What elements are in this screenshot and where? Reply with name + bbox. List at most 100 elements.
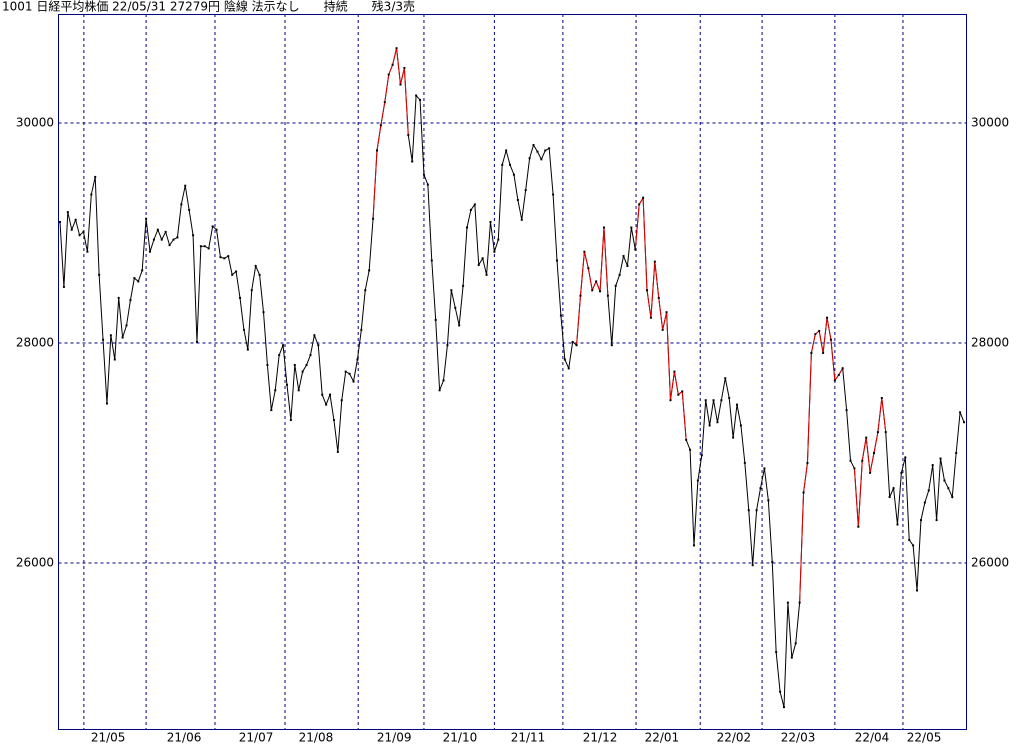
point xyxy=(528,157,531,160)
point xyxy=(415,94,418,97)
point xyxy=(239,296,242,299)
point xyxy=(771,560,774,563)
point xyxy=(125,324,128,327)
point xyxy=(352,380,355,383)
point xyxy=(325,403,328,406)
point xyxy=(732,436,735,439)
point xyxy=(927,489,930,492)
point xyxy=(372,217,375,220)
point xyxy=(168,244,171,247)
point xyxy=(493,250,496,253)
point xyxy=(505,149,508,152)
point xyxy=(739,424,742,427)
point xyxy=(642,196,645,199)
x-tick-label: 21/05 xyxy=(91,731,126,745)
point xyxy=(270,409,273,412)
point xyxy=(180,203,183,206)
point xyxy=(947,487,950,490)
point xyxy=(469,208,472,211)
point xyxy=(540,158,543,161)
point xyxy=(121,336,124,339)
y-tick-label: 26000 xyxy=(16,556,54,570)
point xyxy=(199,245,202,248)
point xyxy=(818,329,821,332)
x-tick-label: 21/11 xyxy=(511,731,546,745)
point xyxy=(963,421,965,424)
point xyxy=(876,431,879,434)
point xyxy=(458,324,461,327)
y-tick-label-right: 28000 xyxy=(971,336,1009,350)
point xyxy=(512,173,515,176)
point xyxy=(685,438,688,441)
point xyxy=(720,399,723,402)
point xyxy=(837,373,840,376)
point xyxy=(904,456,907,459)
point xyxy=(293,364,296,367)
point xyxy=(700,454,703,457)
point xyxy=(86,250,89,253)
point xyxy=(622,255,625,258)
x-tick-label: 21/07 xyxy=(239,731,274,745)
point xyxy=(465,226,468,229)
x-tick-label: 21/09 xyxy=(377,731,412,745)
point xyxy=(211,225,214,228)
point xyxy=(747,509,750,512)
plot-frame xyxy=(58,14,967,730)
point xyxy=(583,250,586,253)
point xyxy=(559,314,562,317)
point xyxy=(951,496,954,499)
point xyxy=(152,238,155,241)
point xyxy=(865,436,868,439)
point xyxy=(677,393,680,396)
point xyxy=(340,399,343,402)
point xyxy=(536,150,539,153)
point xyxy=(149,250,152,253)
point xyxy=(892,487,895,490)
point xyxy=(692,544,695,547)
point xyxy=(591,289,594,292)
point xyxy=(649,316,652,319)
point xyxy=(274,389,277,392)
point xyxy=(113,358,116,361)
point xyxy=(422,173,425,176)
point xyxy=(857,525,860,528)
point xyxy=(849,459,852,462)
point xyxy=(759,487,762,490)
point xyxy=(638,203,641,206)
y-tick-label: 30000 xyxy=(16,116,54,130)
point xyxy=(387,73,390,76)
point xyxy=(90,193,93,196)
point xyxy=(203,245,206,248)
point xyxy=(145,217,148,220)
point xyxy=(94,175,97,178)
point xyxy=(798,601,801,604)
point xyxy=(59,221,61,224)
point xyxy=(305,364,308,367)
point xyxy=(661,328,664,331)
point xyxy=(743,461,746,464)
point xyxy=(489,221,492,224)
point xyxy=(403,67,406,70)
x-tick-label: 22/01 xyxy=(645,731,680,745)
point xyxy=(450,289,453,292)
point xyxy=(516,199,519,202)
point xyxy=(681,390,684,393)
y-tick-label: 28000 xyxy=(16,336,54,350)
x-tick-label: 21/06 xyxy=(167,731,202,745)
x-tick-label: 21/08 xyxy=(299,731,334,745)
point xyxy=(184,184,187,187)
point xyxy=(634,248,637,251)
point xyxy=(348,372,351,375)
point xyxy=(141,269,144,272)
point xyxy=(266,364,269,367)
point xyxy=(62,285,65,288)
point xyxy=(309,354,312,357)
point xyxy=(833,379,836,382)
point xyxy=(841,367,844,370)
point xyxy=(959,411,962,414)
point xyxy=(548,147,551,150)
point xyxy=(614,284,617,287)
point xyxy=(775,651,778,654)
point xyxy=(630,226,633,229)
point xyxy=(872,452,875,455)
